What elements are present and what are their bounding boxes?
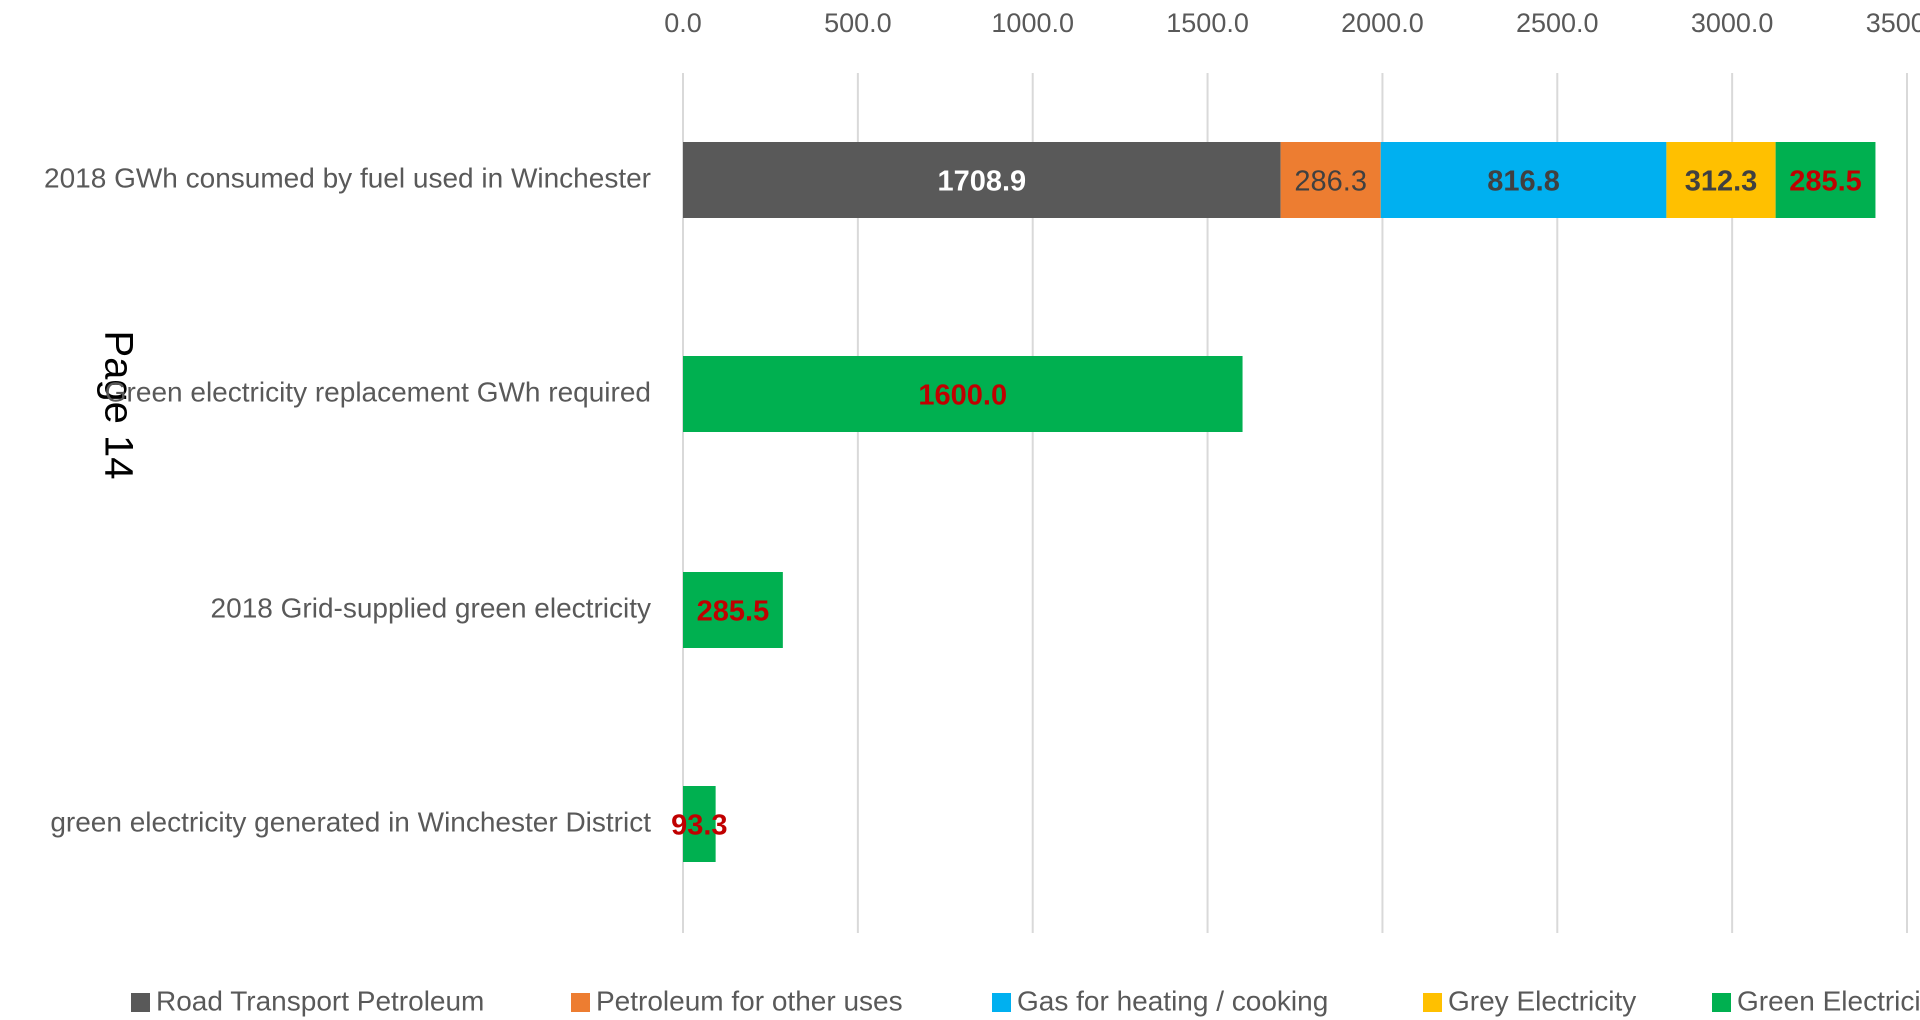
legend-swatch — [992, 993, 1011, 1012]
data-label: 285.5 — [1789, 166, 1862, 198]
x-tick-label: 1500.0 — [1166, 8, 1249, 38]
legend-label: Road Transport Petroleum — [156, 985, 484, 1016]
data-label: 285.5 — [697, 596, 770, 628]
data-label: 312.3 — [1685, 166, 1758, 198]
bar-segment — [1280, 142, 1381, 218]
data-label: 1600.0 — [918, 380, 1007, 412]
bar-segment — [1380, 142, 1667, 218]
x-tick-label: 1000.0 — [991, 8, 1074, 38]
bar-segment — [1666, 142, 1776, 218]
legend-swatch — [571, 993, 590, 1012]
data-label: 286.3 — [1294, 166, 1367, 198]
category-label: 2018 GWh consumed by fuel used in Winche… — [44, 162, 651, 193]
category-label: Green electricity replacement GWh requir… — [105, 376, 651, 407]
page-label: Page 14 — [96, 330, 140, 479]
legend-label: Green Electricity — [1737, 985, 1920, 1016]
legend-label: Petroleum for other uses — [596, 985, 903, 1016]
bar-segment — [1775, 142, 1876, 218]
x-tick-label: 500.0 — [824, 8, 892, 38]
bar-segment — [683, 356, 1243, 432]
legend-swatch — [1423, 993, 1442, 1012]
legend-label: Grey Electricity — [1448, 985, 1636, 1016]
x-tick-label: 2500.0 — [1516, 8, 1599, 38]
legend-swatch — [1712, 993, 1731, 1012]
bar-segment — [683, 786, 716, 862]
category-label: 2018 Grid-supplied green electricity — [211, 592, 651, 623]
x-tick-label: 3000.0 — [1691, 8, 1774, 38]
data-label: 93.3 — [671, 810, 727, 842]
category-label: green electricity generated in Wincheste… — [50, 806, 651, 837]
data-label: 816.8 — [1487, 166, 1560, 198]
x-tick-label: 3500.0 — [1866, 8, 1920, 38]
bar-segment — [683, 142, 1281, 218]
data-label: 1708.9 — [937, 166, 1026, 198]
legend-swatch — [131, 993, 150, 1012]
x-tick-label: 2000.0 — [1341, 8, 1424, 38]
legend-label: Gas for heating / cooking — [1017, 985, 1328, 1016]
x-tick-label: 0.0 — [664, 8, 702, 38]
bar-segment — [683, 572, 783, 648]
